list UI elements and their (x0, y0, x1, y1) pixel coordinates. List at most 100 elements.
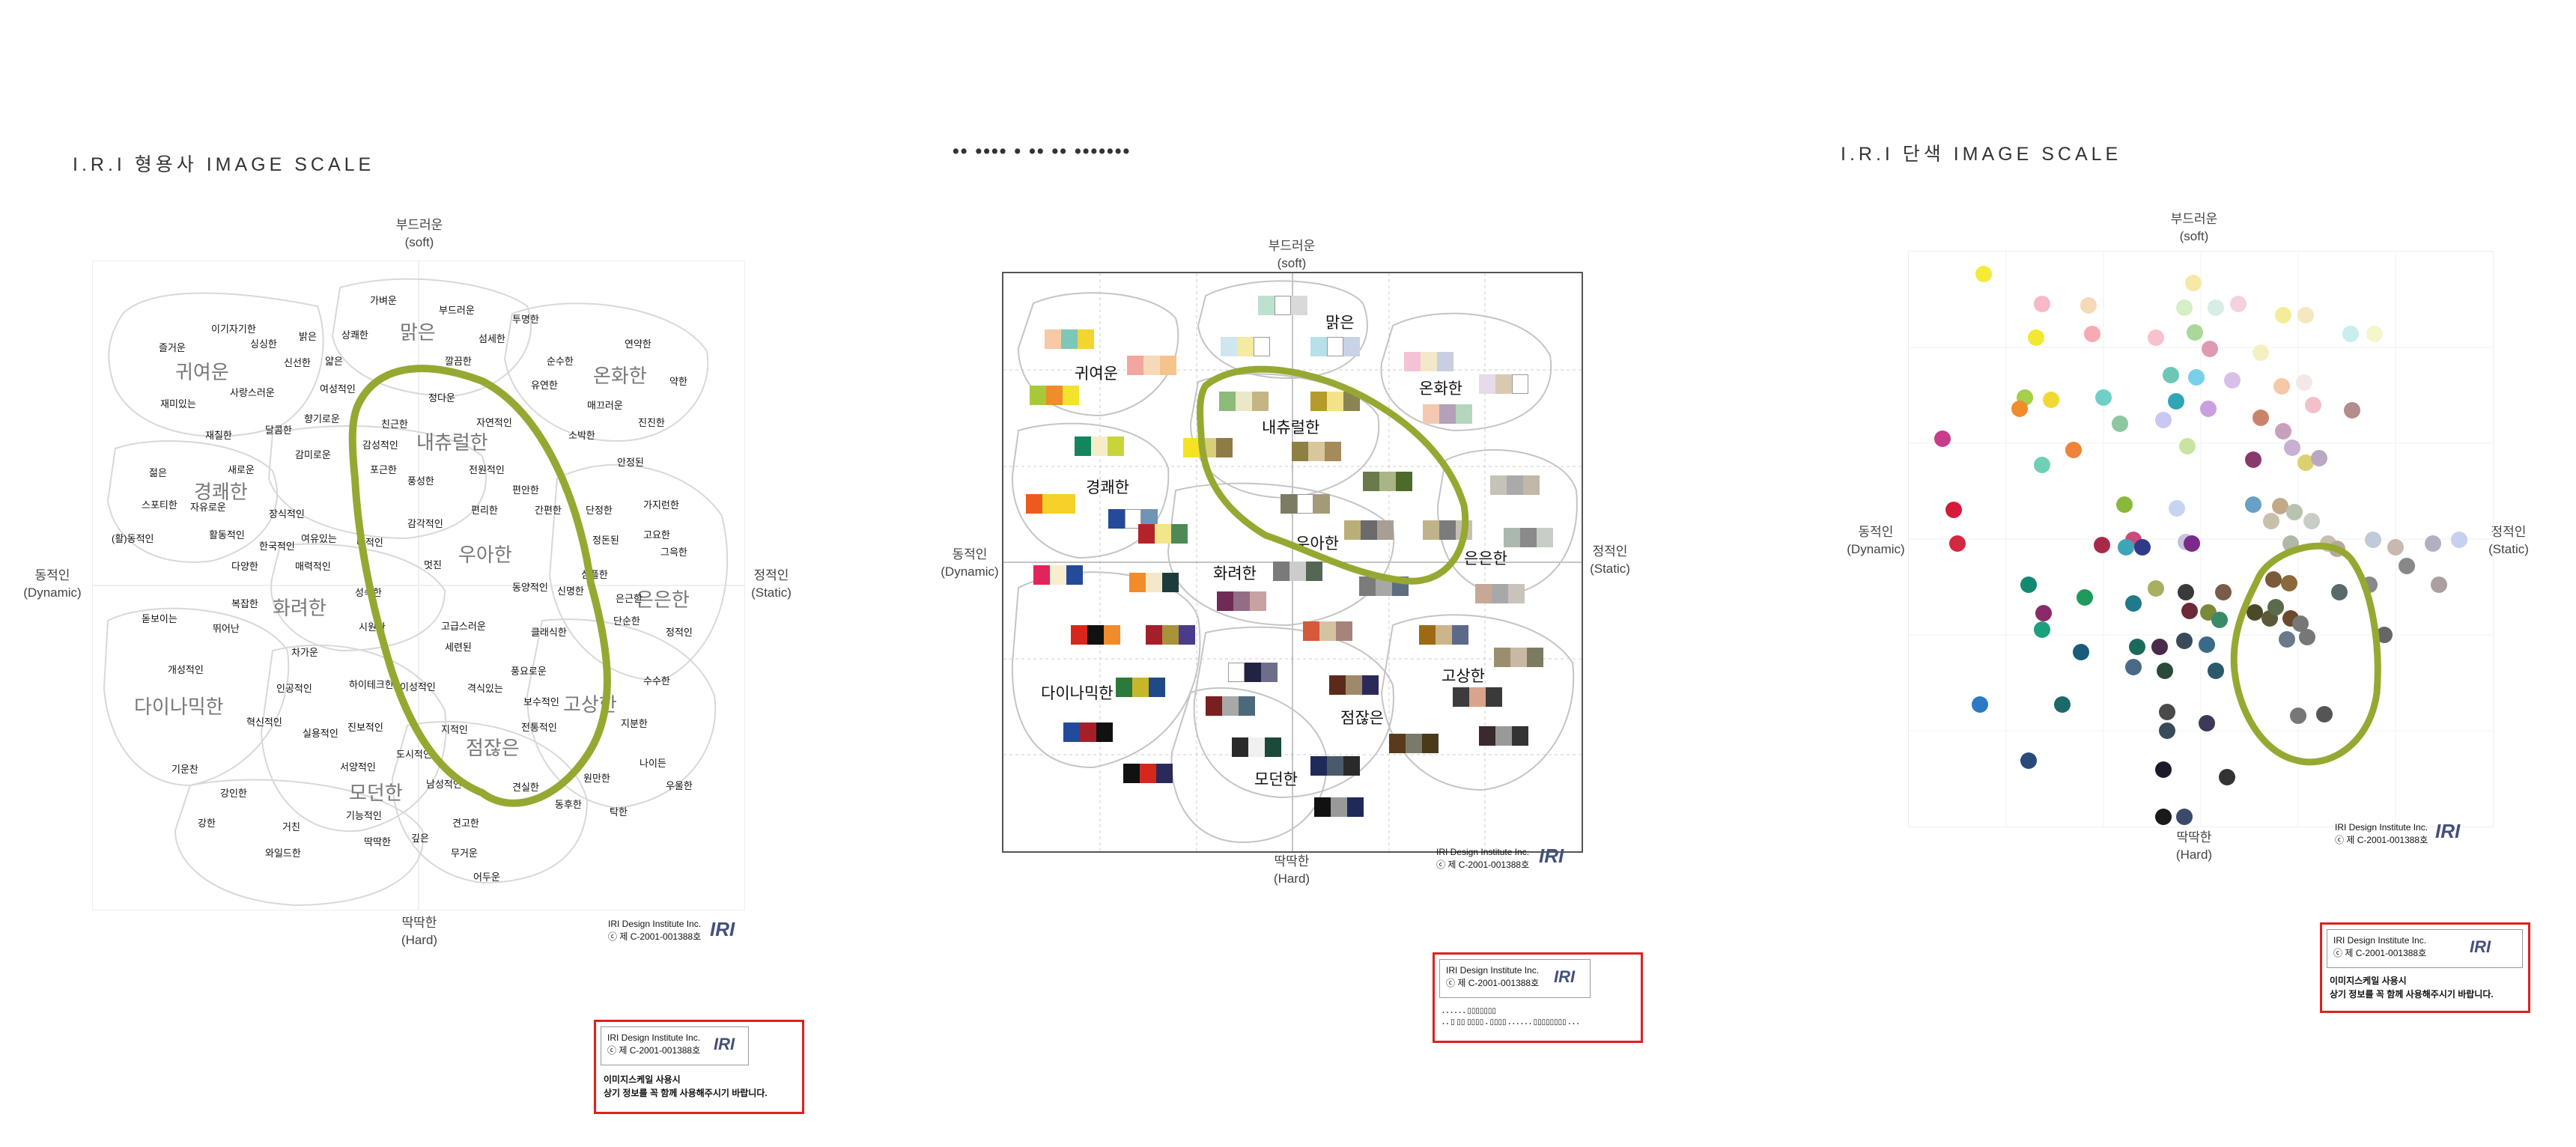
word: 풍성한 (407, 475, 434, 487)
word: 신명한 (557, 585, 584, 597)
word: 와일드한 (265, 848, 301, 859)
p2-label-lively: 경쾌한 (1086, 479, 1129, 496)
swatch (1479, 374, 1528, 394)
cluster-label-mild: 온화한 (593, 365, 647, 387)
p2-label-clear: 맑은 (1325, 314, 1355, 332)
word: 한국적인 (259, 541, 295, 552)
word: 편안한 (512, 484, 539, 496)
word: 고급스러운 (441, 621, 486, 632)
word: 동후한 (555, 799, 582, 810)
swatch (1292, 442, 1341, 461)
word: 즐거운 (159, 342, 186, 353)
swatch (1310, 756, 1360, 776)
p2-label-dignified: 점잖은 (1340, 710, 1384, 727)
panel3-copyright: IRI Design Institute Inc. ⓒ 제 C-2001-001… (2335, 822, 2428, 846)
panel3-title: I.R.I 단색 IMAGE SCALE (1841, 144, 2122, 165)
word: 연약한 (625, 338, 651, 350)
word: 서양적인 (340, 761, 376, 773)
swatch (1138, 524, 1188, 544)
panel2-notice-copy-text: IRI Design Institute Inc. ⓒ 제 C-2001-001… (1446, 965, 1540, 989)
word: 여유있는 (301, 533, 337, 544)
word: 여성적인 (320, 383, 356, 395)
word: 다양한 (231, 561, 258, 572)
cluster-label-clear: 맑은 (400, 321, 436, 344)
word: 실용적인 (303, 728, 338, 739)
panel1-highlight-loop (348, 365, 611, 807)
panel2-axis-right: 정적인 (Static) (1590, 544, 1630, 576)
swatch (1344, 520, 1394, 540)
swatch (1030, 386, 1079, 405)
panel1-notice-copyright: IRI Design Institute Inc. ⓒ 제 C-2001-001… (601, 1026, 749, 1065)
word: 포근한 (370, 464, 397, 475)
panel3-plot-area (1908, 251, 2494, 827)
cluster-label-natural: 내츄럴한 (416, 431, 488, 454)
word: 감각적인 (407, 518, 443, 529)
word: 인공적인 (276, 683, 312, 694)
word: 원만한 (583, 773, 610, 784)
word: 향기로운 (304, 413, 340, 425)
panel3-notice-iri-logo: IRI (2470, 937, 2491, 956)
word: 어두운 (473, 871, 500, 883)
word: 차가운 (291, 647, 318, 658)
word: 은근한 (616, 593, 643, 604)
panel1-axis-left: 동적인 (Dynamic) (23, 568, 82, 600)
cluster-label-dynamic: 다이나믹한 (134, 696, 224, 718)
swatch (1127, 356, 1176, 375)
swatch (1423, 404, 1472, 424)
panel1-notice-box: IRI Design Institute Inc. ⓒ 제 C-2001-001… (594, 1020, 804, 1114)
panel3-axis-left: 동적인 (Dynamic) (1847, 525, 1905, 556)
word: 복잡한 (231, 598, 258, 609)
word: (활)동적인 (112, 533, 154, 544)
swatch (1219, 392, 1269, 411)
word: 거친 (282, 821, 300, 833)
swatch (1217, 591, 1266, 611)
swatch (1404, 352, 1453, 371)
cluster-label-gorgeous: 화려한 (273, 597, 326, 619)
swatch (1071, 625, 1120, 645)
word: 순수한 (547, 356, 574, 367)
word: 무거운 (451, 848, 478, 859)
cluster-label-cute: 귀여운 (175, 361, 229, 383)
word: 하이테크한 (349, 679, 394, 690)
swatch (1423, 520, 1472, 540)
swatch (1232, 737, 1281, 757)
word: 풍요로운 (511, 666, 547, 677)
word: 새로운 (228, 464, 255, 475)
word: 재미있는 (160, 398, 196, 410)
word: 정다운 (428, 392, 455, 404)
cluster-label-elegant: 우아한 (458, 544, 512, 566)
panel3-axis-right: 정적인 (Static) (2488, 525, 2529, 556)
word: 이기자기한 (211, 323, 256, 335)
panel2-highlight-loop (1197, 365, 1469, 585)
word: 기운찬 (171, 764, 198, 775)
word: 간편한 (535, 505, 562, 516)
swatch (1033, 565, 1083, 585)
word: 강한 (198, 818, 216, 829)
swatch (1419, 625, 1468, 645)
swatch (1258, 296, 1307, 315)
word: 활동적인 (209, 529, 245, 541)
panel1-copyright: IRI Design Institute Inc. ⓒ 제 C-2001-001… (608, 919, 702, 943)
word: 가지런한 (643, 499, 679, 511)
word: 싱싱한 (250, 338, 277, 350)
cluster-label-modern: 모던한 (349, 782, 403, 804)
panel3-notice-box: IRI Design Institute Inc. ⓒ 제 C-2001-001… (2320, 922, 2530, 1013)
swatch (1116, 678, 1165, 697)
word: 자연적인 (476, 417, 512, 428)
cluster-label-dignified: 점잖은 (466, 737, 520, 759)
word: 얇은 (325, 356, 343, 367)
panel2-axis-top: 부드러운 (soft) (1268, 239, 1316, 270)
swatch (1453, 687, 1502, 707)
panel2-iri-logo: IRI (1539, 845, 1564, 867)
swatch (1389, 734, 1439, 753)
word: 정돈된 (592, 535, 619, 546)
word: 깊은 (411, 833, 429, 844)
swatch (1123, 764, 1173, 783)
swatch (1108, 509, 1158, 529)
word: 젊은 (149, 467, 167, 478)
word: 격식있는 (467, 683, 503, 694)
swatch (1479, 726, 1528, 746)
swatch (1329, 675, 1379, 695)
swatch (1228, 663, 1278, 682)
word: 장식적인 (269, 508, 305, 520)
